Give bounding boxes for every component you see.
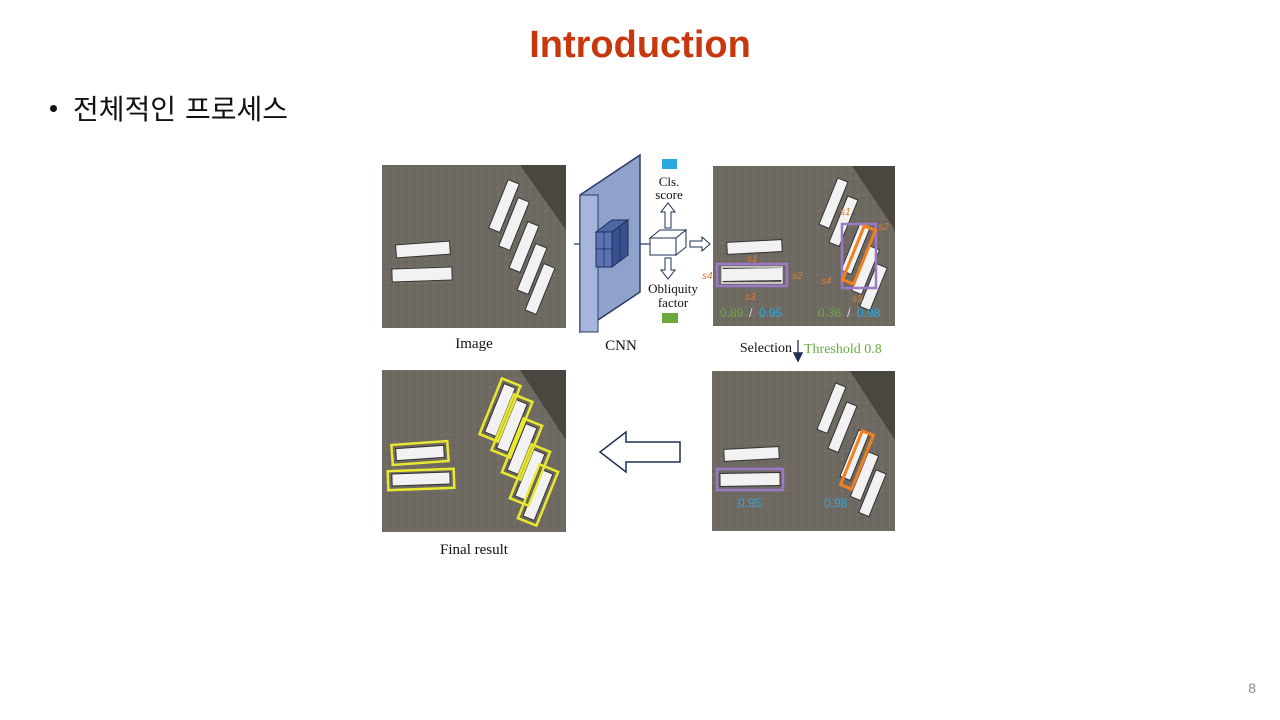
final-result-image bbox=[382, 370, 566, 532]
score-left-sep: / bbox=[749, 306, 753, 320]
score-right-cls: 0.98 bbox=[857, 306, 881, 320]
score-right-sep: / bbox=[847, 306, 851, 320]
slide-number: 8 bbox=[1248, 680, 1256, 696]
cls-score-label-1: Cls. bbox=[659, 174, 680, 189]
cnn-block bbox=[579, 153, 641, 334]
side-label-s4-left: s4 bbox=[702, 271, 713, 282]
score-right-obliquity: 0.36 bbox=[818, 306, 842, 320]
cnn-label: CNN bbox=[605, 338, 637, 354]
selection-label: Selection bbox=[740, 341, 792, 356]
bullet-dot bbox=[50, 104, 57, 112]
arrow-down bbox=[659, 257, 677, 280]
side-label-s3-right: s3 bbox=[852, 294, 863, 305]
cls-score-swatch bbox=[662, 159, 677, 169]
slide-title: Introduction bbox=[529, 24, 751, 66]
arrow-up bbox=[659, 202, 677, 229]
side-label-s4-right: s4 bbox=[821, 276, 832, 287]
result-arrow bbox=[598, 430, 681, 474]
side-label-s2-right: s2 bbox=[878, 222, 889, 233]
detection-image bbox=[713, 166, 895, 326]
selected-score-right: 0.98 bbox=[824, 496, 848, 510]
obliquity-label-2: factor bbox=[658, 295, 689, 310]
side-label-s3-left: s3 bbox=[745, 292, 756, 303]
threshold-label: Threshold 0.8 bbox=[804, 342, 882, 357]
score-left-obliquity: 0.89 bbox=[720, 306, 744, 320]
selected-score-left: 0.95 bbox=[738, 496, 762, 510]
cls-score-label-2: score bbox=[655, 187, 683, 202]
side-label-s2-left: s2 bbox=[792, 271, 803, 282]
image-label: Image bbox=[455, 336, 493, 352]
feature-cube bbox=[648, 228, 688, 257]
input-image bbox=[382, 165, 566, 328]
side-label-s1-left: s1 bbox=[747, 254, 758, 265]
obliquity-swatch bbox=[662, 313, 678, 323]
selected-image bbox=[712, 371, 895, 531]
side-label-s1-right: s1 bbox=[840, 207, 851, 218]
bullet-item: 전체적인 프로세스 bbox=[50, 88, 288, 128]
final-result-label: Final result bbox=[440, 542, 508, 558]
score-left-cls: 0.95 bbox=[759, 306, 783, 320]
obliquity-label-1: Obliquity bbox=[648, 281, 698, 296]
arrow-right bbox=[689, 235, 711, 253]
bullet-text: 전체적인 프로세스 bbox=[73, 93, 288, 126]
